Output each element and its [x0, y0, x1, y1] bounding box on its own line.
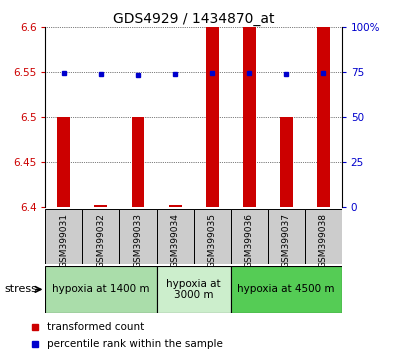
Bar — [156, 266, 231, 313]
Text: GSM399034: GSM399034 — [171, 213, 180, 268]
Text: hypoxia at 1400 m: hypoxia at 1400 m — [52, 284, 150, 295]
Bar — [94, 205, 107, 207]
Text: GSM399033: GSM399033 — [134, 213, 143, 268]
Bar — [45, 209, 83, 264]
Text: GSM399032: GSM399032 — [96, 213, 105, 268]
Text: GSM399031: GSM399031 — [59, 213, 68, 268]
Bar — [205, 27, 218, 207]
Text: percentile rank within the sample: percentile rank within the sample — [47, 339, 223, 349]
Text: GSM399038: GSM399038 — [319, 213, 328, 268]
Bar — [120, 209, 156, 264]
Bar — [57, 117, 70, 207]
Bar — [169, 205, 182, 207]
Text: GSM399036: GSM399036 — [245, 213, 254, 268]
Bar — [45, 266, 156, 313]
Bar — [243, 27, 256, 207]
Bar — [268, 209, 305, 264]
Bar — [194, 209, 231, 264]
Bar — [280, 117, 293, 207]
Text: GSM399035: GSM399035 — [207, 213, 216, 268]
Text: GSM399037: GSM399037 — [282, 213, 291, 268]
Bar — [231, 209, 268, 264]
Bar — [83, 209, 120, 264]
Bar — [156, 209, 194, 264]
Text: hypoxia at
3000 m: hypoxia at 3000 m — [166, 279, 221, 300]
Text: hypoxia at 4500 m: hypoxia at 4500 m — [237, 284, 335, 295]
Text: transformed count: transformed count — [47, 321, 144, 332]
Bar — [317, 27, 330, 207]
Title: GDS4929 / 1434870_at: GDS4929 / 1434870_at — [113, 12, 274, 25]
Bar — [132, 117, 145, 207]
Bar — [305, 209, 342, 264]
Text: stress: stress — [4, 284, 37, 295]
Bar — [231, 266, 342, 313]
